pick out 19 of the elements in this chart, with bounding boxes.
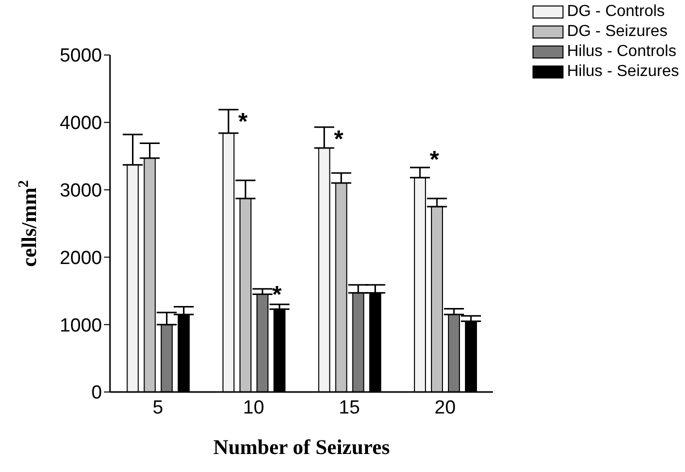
legend-label: DG - Seizures: [566, 22, 668, 42]
legend-label: Hilus - Seizures: [566, 62, 679, 82]
x-tick-label: 15: [338, 397, 360, 418]
x-tick-label: 10: [243, 397, 264, 418]
y-tick-label: 0: [91, 382, 102, 404]
y-tick-label: 1000: [60, 315, 102, 336]
legend-label: DG - Controls: [566, 2, 665, 22]
x-tick-label: 5: [152, 397, 164, 418]
annotation: *: [238, 108, 248, 136]
annotation: *: [334, 126, 344, 154]
annotation: *: [272, 281, 282, 308]
y-tick-label: 2000: [60, 248, 102, 269]
legend-label: Hilus - Controls: [566, 42, 676, 62]
y-tick-label: 5000: [60, 46, 102, 67]
y-tick-label: 3000: [60, 180, 102, 202]
annotation: *: [430, 146, 440, 174]
y-tick-label: 4000: [60, 113, 102, 134]
x-axis-title: Number of Seizures: [213, 435, 390, 459]
x-tick-label: 20: [434, 397, 456, 418]
